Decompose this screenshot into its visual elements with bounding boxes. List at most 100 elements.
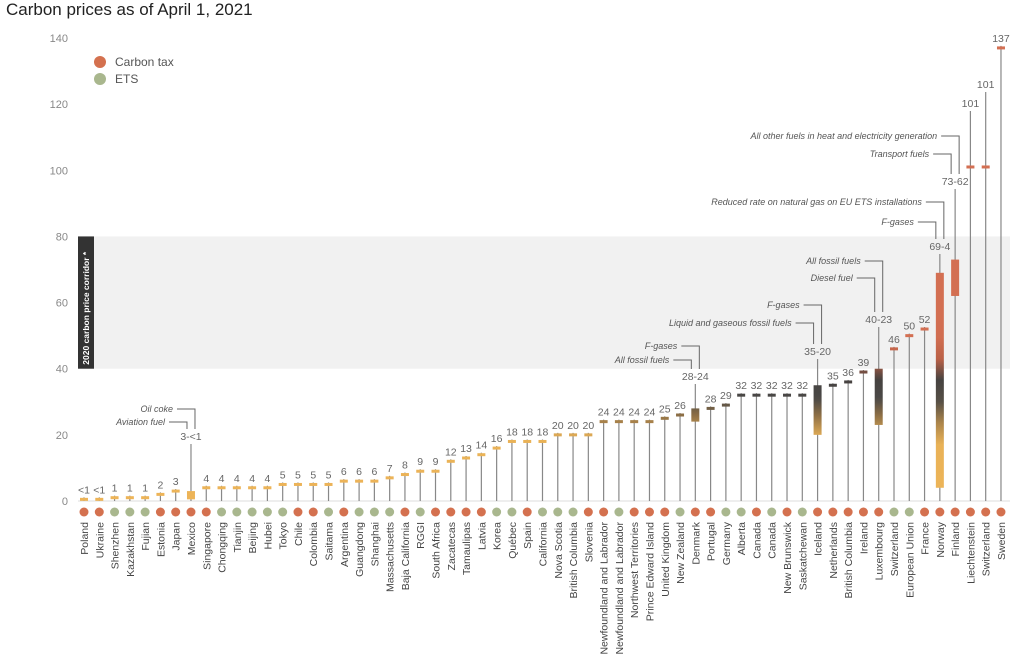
annotation-label: Transport fuels <box>870 149 930 159</box>
y-tick-label: 60 <box>56 298 68 310</box>
category-label: Japan <box>171 522 183 551</box>
annotation-leader <box>681 345 700 369</box>
bar-new-zealand: 26 New Zealand <box>674 400 687 584</box>
value-marker <box>905 334 914 338</box>
bar-latvia: 14 Latvia <box>476 440 489 550</box>
value-label: 13 <box>460 443 472 455</box>
type-dot-tax <box>94 507 104 517</box>
type-dot-ets <box>217 507 227 517</box>
annotation-leader <box>917 221 937 239</box>
y-tick-label: 0 <box>62 496 68 508</box>
value-label: 14 <box>476 440 488 452</box>
bar-baja-california: 8 Baja California <box>400 460 412 591</box>
type-dot-tax <box>171 507 181 517</box>
type-dot-ets <box>385 507 395 517</box>
value-marker <box>370 479 379 483</box>
category-label: Netherlands <box>828 522 840 579</box>
value-marker <box>859 370 868 374</box>
bar-estonia: 2 Estonia <box>155 479 167 557</box>
value-label: 69-4 <box>929 241 950 253</box>
price-corridor-label-box <box>78 236 94 369</box>
value-marker <box>80 497 88 501</box>
bar-colombia: 5 Colombia <box>308 469 320 566</box>
annotation-leader <box>925 201 945 239</box>
category-label: Newfoundland and Labrador <box>599 522 611 655</box>
type-dot-tax <box>79 507 89 517</box>
value-label: 20 <box>567 420 579 432</box>
category-label: Tianjin <box>232 522 244 553</box>
value-marker <box>171 489 180 493</box>
value-marker <box>828 383 837 387</box>
value-label: 4 <box>203 473 209 485</box>
value-marker <box>844 380 853 384</box>
type-dot-ets <box>140 507 150 517</box>
category-label: Ukraine <box>94 522 106 558</box>
type-dot-ets <box>278 507 288 517</box>
value-marker <box>446 459 455 463</box>
type-dot-tax <box>400 507 410 517</box>
type-dot-tax <box>996 507 1006 517</box>
bar-korea: 16 Korea <box>491 433 504 550</box>
type-dot-tax <box>644 507 654 517</box>
value-marker <box>385 476 394 480</box>
bar-rggi: 9 RGGI <box>415 456 427 549</box>
type-dot-tax <box>920 507 930 517</box>
bar-switzerland: 46 Switzerland <box>888 334 901 576</box>
value-label: 46 <box>888 334 900 346</box>
value-marker <box>767 393 776 397</box>
type-dot-ets <box>568 507 578 517</box>
bar-guangdong: 6 Guangdong <box>354 466 366 577</box>
value-marker <box>248 486 257 490</box>
category-label: Saitama <box>324 522 336 561</box>
type-dot-ets <box>537 507 547 517</box>
category-label: British Columbia <box>568 522 580 599</box>
category-label: Argentina <box>339 522 351 567</box>
category-label: Spain <box>522 522 534 549</box>
value-label: 28-24 <box>682 371 709 383</box>
bar-tamaulipas: 13 Tamaulipas <box>460 443 473 575</box>
value-marker <box>492 446 501 450</box>
value-label: 20 <box>552 420 564 432</box>
bar-newfoundland-and-labrador: 24 Newfoundland and Labrador <box>613 407 626 655</box>
bar-saskatchewan: 32 Saskatchewan <box>796 380 809 590</box>
type-dot-ets <box>415 507 425 517</box>
type-dot-ets <box>553 507 563 517</box>
annotation-leader <box>941 135 960 174</box>
category-label: Poland <box>79 522 91 555</box>
type-dot-ets <box>369 507 379 517</box>
category-label: Norway <box>935 521 947 557</box>
type-dot-tax <box>751 507 761 517</box>
type-dot-tax <box>828 507 838 517</box>
value-label: 18 <box>521 426 533 438</box>
category-label: Korea <box>492 522 504 550</box>
bar-canada: 32 Canada <box>766 380 779 559</box>
value-marker <box>966 165 975 169</box>
category-label: Iceland <box>813 522 825 556</box>
bar-tianjin: 4 Tianjin <box>232 473 244 553</box>
type-dot-ets <box>110 507 120 517</box>
value-marker <box>278 482 287 486</box>
bar-european-union: 50 European Union <box>903 321 916 598</box>
category-label: Nova Scotia <box>553 522 565 579</box>
bar-switzerland: 101 Switzerland <box>977 79 995 576</box>
annotation-leader <box>673 359 692 369</box>
legend: Carbon tax ETS <box>94 55 174 86</box>
price-corridor-label: 2020 carbon price corridor * <box>81 251 91 365</box>
value-marker <box>706 406 715 410</box>
bar-zacatecas: 12 Zacatecas <box>445 446 458 570</box>
bar-newfoundland-and-labrador: 24 Newfoundland and Labrador <box>598 407 611 655</box>
category-label: Zacatecas <box>446 522 458 570</box>
category-label: Canada <box>767 522 779 559</box>
type-dot-ets <box>797 507 807 517</box>
bar-kazakhstan: 1 Kazakhstan <box>125 483 137 577</box>
type-dot-tax <box>201 507 211 517</box>
value-label: 6 <box>341 466 347 478</box>
category-label: Switzerland <box>981 522 993 576</box>
bar-netherlands: 35 Netherlands <box>827 370 840 578</box>
value-label: 39 <box>858 357 870 369</box>
value-label: 32 <box>766 380 778 392</box>
value-marker <box>217 486 226 490</box>
category-label: France <box>920 522 932 555</box>
category-label: Massachusetts <box>385 522 397 592</box>
category-label: Kazakhstan <box>125 522 137 577</box>
